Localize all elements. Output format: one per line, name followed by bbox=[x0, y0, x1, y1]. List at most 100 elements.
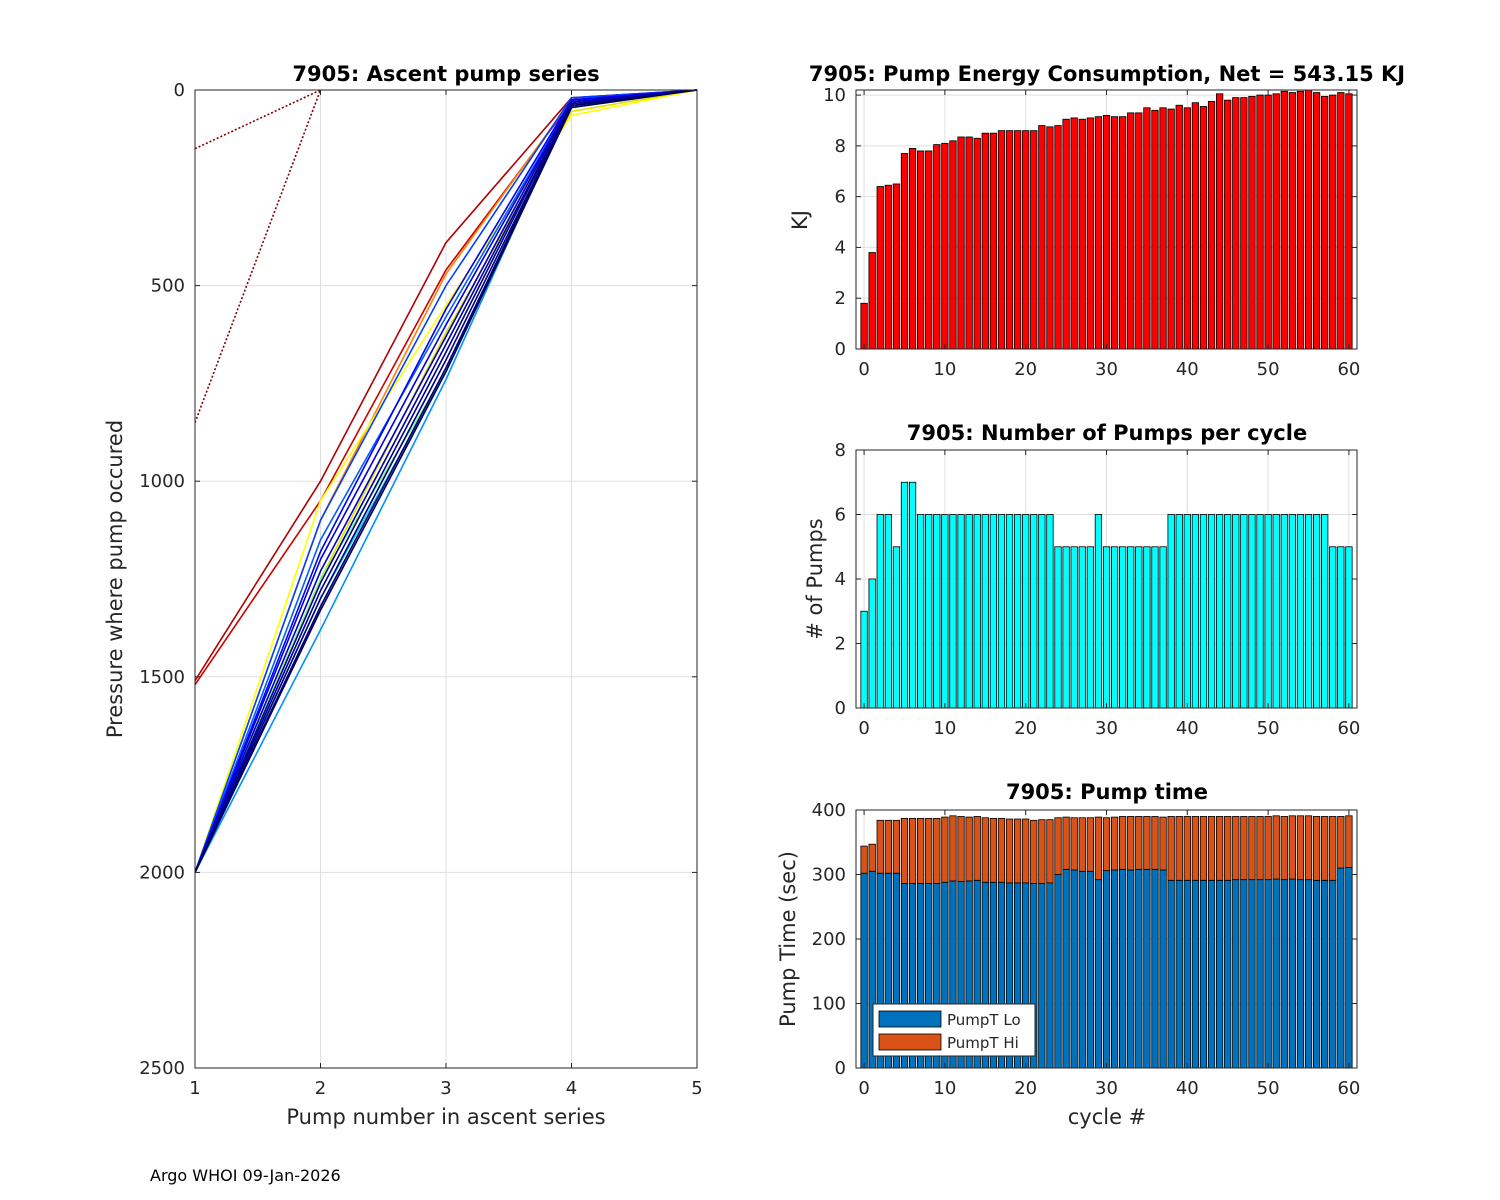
energy-bar bbox=[1312, 92, 1321, 350]
pumpt-hi-bar bbox=[1199, 816, 1208, 881]
pumpt-lo-bar bbox=[1272, 878, 1280, 1069]
energy-bar bbox=[1272, 93, 1280, 350]
pumps-bar bbox=[1054, 546, 1062, 709]
y-tick-label: 0 bbox=[835, 1058, 846, 1079]
y-tick-label: 0 bbox=[174, 80, 185, 101]
pumpt-lo-bar bbox=[1321, 879, 1329, 1069]
x-tick-label: 20 bbox=[1014, 359, 1037, 380]
pumpt-lo-bar bbox=[1078, 870, 1086, 1069]
pumpt-hi-bar bbox=[1312, 816, 1321, 881]
y-tick-label: 100 bbox=[812, 994, 846, 1015]
energy-bar bbox=[1183, 107, 1191, 350]
pumps-bar bbox=[1151, 546, 1159, 709]
ascent-series-line bbox=[195, 89, 321, 150]
pumpt-hi-bar bbox=[1304, 815, 1313, 881]
energy-bar bbox=[925, 150, 933, 350]
pumptime-title: 7905: Pump time bbox=[1006, 780, 1208, 804]
pumpt-lo-bar bbox=[1232, 879, 1240, 1069]
pumpt-hi-bar bbox=[1345, 815, 1353, 868]
pumps-bar bbox=[1280, 514, 1288, 709]
y-tick-label: 8 bbox=[835, 136, 846, 157]
x-tick-label: 0 bbox=[858, 1078, 869, 1099]
energy-bar bbox=[1086, 117, 1094, 350]
pumpt-lo-bar bbox=[1094, 879, 1103, 1069]
pumps-bar bbox=[1256, 514, 1264, 709]
energy-bar bbox=[1296, 90, 1305, 350]
ascent-title: 7905: Ascent pump series bbox=[292, 62, 599, 86]
y-tick-label: 2 bbox=[835, 634, 846, 655]
x-tick-label: 20 bbox=[1014, 718, 1037, 739]
energy-bar bbox=[957, 136, 965, 350]
energy-bar bbox=[989, 132, 998, 350]
x-tick-label: 4 bbox=[566, 1078, 577, 1099]
pumps-bar bbox=[892, 546, 901, 709]
energy-bar bbox=[949, 140, 957, 350]
x-tick-label: 60 bbox=[1337, 359, 1360, 380]
energy-bar bbox=[1062, 118, 1070, 350]
pumpt-lo-bar bbox=[1038, 883, 1046, 1069]
pumpt-hi-bar bbox=[1280, 816, 1288, 881]
pumps-bar bbox=[1345, 546, 1353, 709]
pumpt-lo-bar bbox=[1054, 874, 1062, 1069]
y-tick-label: 1000 bbox=[139, 471, 185, 492]
pumpt-hi-bar bbox=[1046, 819, 1054, 884]
pumpt-hi-bar bbox=[981, 817, 989, 883]
pumps-bar bbox=[1127, 546, 1135, 709]
energy-bar bbox=[1191, 102, 1200, 350]
pumpt-lo-bar bbox=[1304, 879, 1313, 1069]
pumpt-hi-bar bbox=[925, 817, 933, 884]
pumpt-lo-bar bbox=[1288, 878, 1296, 1069]
energy-bar bbox=[1054, 125, 1062, 350]
energy-bar bbox=[1199, 106, 1208, 350]
pumps-bar bbox=[1094, 514, 1103, 709]
pumpt-hi-bar bbox=[1337, 816, 1345, 869]
x-tick-label: 50 bbox=[1257, 359, 1280, 380]
pumps-bar bbox=[965, 514, 973, 709]
ascent-series-tail bbox=[571, 89, 697, 113]
pumpt-hi-bar bbox=[997, 817, 1006, 883]
pumpt-hi-bar bbox=[1215, 816, 1224, 881]
pumpt-hi-bar bbox=[1288, 815, 1296, 880]
pumps-title: 7905: Number of Pumps per cycle bbox=[907, 421, 1307, 445]
pumps-bar bbox=[1272, 514, 1280, 709]
pumpt-hi-bar bbox=[1256, 816, 1264, 881]
x-tick-label: 10 bbox=[933, 359, 956, 380]
x-tick-label: 40 bbox=[1176, 718, 1199, 739]
energy-bar bbox=[1022, 130, 1030, 350]
energy-ylabel: KJ bbox=[788, 210, 812, 230]
pumpt-hi-bar bbox=[1151, 816, 1159, 870]
pumpt-hi-bar bbox=[1030, 819, 1038, 884]
y-tick-label: 500 bbox=[151, 276, 185, 297]
energy-bar bbox=[1288, 92, 1296, 350]
pumps-bar bbox=[908, 481, 917, 709]
y-tick-label: 8 bbox=[835, 440, 846, 461]
pumpt-hi-bar bbox=[1070, 817, 1078, 871]
pumpt-hi-bar bbox=[1183, 816, 1191, 881]
pumps-bar bbox=[1288, 514, 1296, 709]
pumps-bar bbox=[997, 514, 1006, 709]
ascent-series-line bbox=[195, 89, 697, 873]
x-tick-label: 10 bbox=[933, 718, 956, 739]
y-tick-label: 0 bbox=[835, 339, 846, 360]
x-tick-label: 0 bbox=[858, 359, 869, 380]
pumpt-lo-bar bbox=[1240, 879, 1248, 1069]
pumps-bar bbox=[1321, 514, 1329, 709]
energy-bar bbox=[1207, 101, 1216, 350]
footer-credit: Argo WHOI 09-Jan-2026 bbox=[150, 1166, 341, 1185]
energy-bar bbox=[1280, 90, 1288, 350]
pumps-bar bbox=[989, 514, 998, 709]
x-tick-label: 40 bbox=[1176, 1078, 1199, 1099]
pumps-bar bbox=[1215, 514, 1224, 709]
pumps-bar bbox=[1337, 546, 1345, 709]
y-tick-label: 2000 bbox=[139, 862, 185, 883]
energy-bar bbox=[1215, 93, 1224, 350]
energy-bar bbox=[1070, 117, 1078, 350]
pumpt-lo-bar bbox=[1280, 879, 1288, 1069]
pumpt-lo-bar bbox=[1215, 879, 1224, 1069]
pumps-bar bbox=[941, 514, 949, 709]
x-tick-label: 0 bbox=[858, 718, 869, 739]
x-tick-label: 20 bbox=[1014, 1078, 1037, 1099]
pumpt-hi-bar bbox=[892, 819, 901, 874]
pumpt-hi-bar bbox=[1296, 815, 1305, 881]
ascent-series-line bbox=[195, 89, 697, 873]
